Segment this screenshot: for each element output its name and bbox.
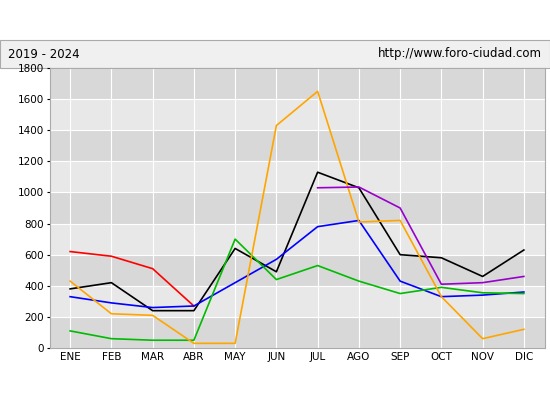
Bar (50, 224, 544, 255)
FancyBboxPatch shape (0, 40, 550, 68)
Bar (50, 286, 544, 317)
Text: http://www.foro-ciudad.com: http://www.foro-ciudad.com (378, 48, 542, 60)
Bar (50, 192, 544, 224)
Bar (50, 317, 544, 348)
Bar (50, 130, 544, 161)
Bar (50, 99, 544, 130)
Text: 2019 - 2024: 2019 - 2024 (8, 48, 80, 60)
Bar (50, 161, 544, 192)
Text: Evolucion Nº Turistas Nacionales en el municipio de Ullà: Evolucion Nº Turistas Nacionales en el m… (55, 13, 495, 27)
Bar (50, 255, 544, 286)
Bar (50, 68, 544, 99)
